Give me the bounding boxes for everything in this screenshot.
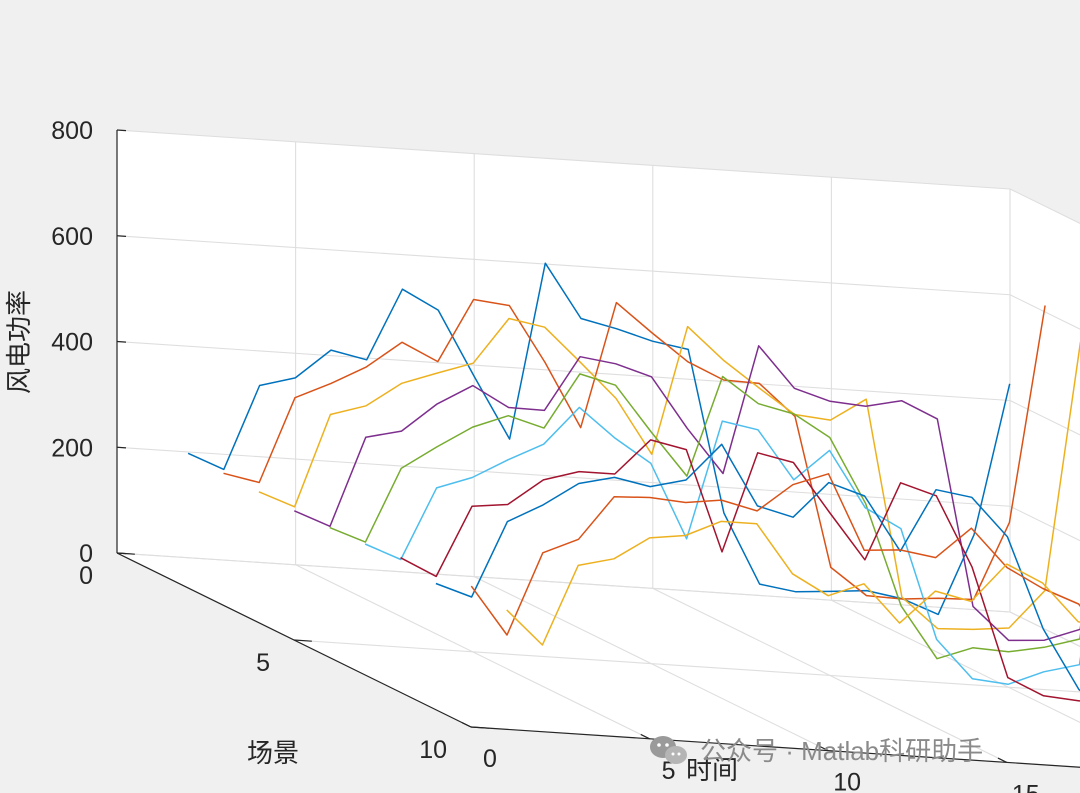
- x-tick-label: 5: [662, 757, 676, 785]
- series-line-scene-9: [470, 473, 1080, 636]
- z-tick-label: 400: [51, 329, 93, 357]
- watermark: 公众号 · Matlab科研助手: [650, 736, 983, 766]
- y-tick-label: 5: [256, 649, 270, 677]
- axes-panels: [117, 130, 1080, 768]
- x-tick-mark: [461, 722, 472, 728]
- y-tick-label: 0: [79, 562, 93, 590]
- tick-labels: 051015202505100200400600800: [51, 117, 1040, 793]
- grid-side-z: [1009, 294, 1080, 330]
- z-tick-mark: [116, 129, 127, 132]
- series-line-scene-3: [258, 317, 1080, 631]
- z-tick-label: 600: [51, 223, 93, 251]
- x-axis-label: 时间: [686, 755, 738, 785]
- z-tick-label: 200: [51, 434, 93, 462]
- axis-lines: [116, 129, 1080, 768]
- x-tick-label: 15: [1012, 780, 1040, 793]
- grid-side-z: [1009, 505, 1080, 542]
- watermark-text: 公众号 · Matlab科研助手: [700, 736, 983, 766]
- x-tick-mark: [997, 757, 1008, 763]
- x-tick-label: 10: [833, 769, 861, 793]
- z-tick-mark: [116, 340, 127, 343]
- grid-back-z: [116, 340, 1011, 402]
- series-line-scene-8: [435, 443, 1080, 692]
- grid-side-z: [1009, 188, 1080, 225]
- z-axis-label: 风电功率: [4, 290, 34, 394]
- series-line-scene-4: [294, 345, 1080, 642]
- grid-back-z: [116, 129, 1011, 190]
- x-tick-mark: [640, 733, 650, 740]
- grid-side-z: [1009, 400, 1080, 436]
- y-axis-label: 场景: [247, 738, 299, 768]
- x-tick-mark: [819, 745, 829, 752]
- y-tick-mark: [470, 726, 489, 729]
- grid-back-z: [116, 235, 1011, 296]
- z-tick-label: 0: [79, 540, 93, 568]
- x-axis-line: [470, 726, 1080, 768]
- series-line-scene-10: [506, 520, 1080, 646]
- series-line-scene-5: [329, 373, 1080, 660]
- y-tick-label: 10: [419, 736, 447, 764]
- grid-back-z: [116, 552, 1011, 613]
- series-line-scene-2: [223, 298, 1046, 601]
- z-tick-mark: [116, 235, 127, 237]
- z-tick-mark: [116, 552, 127, 555]
- wechat-icon: [650, 736, 687, 764]
- plot-lines: [187, 262, 1080, 702]
- series-line-scene-6: [364, 406, 1080, 686]
- series-line-scene-7: [400, 439, 1080, 702]
- z-tick-label: 800: [51, 117, 93, 145]
- grid-floor-y: [293, 639, 1080, 693]
- x-tick-label: 0: [483, 745, 497, 773]
- y-tick-mark: [293, 639, 312, 642]
- z-tick-mark: [116, 446, 127, 449]
- series-line-scene-1: [187, 262, 1011, 616]
